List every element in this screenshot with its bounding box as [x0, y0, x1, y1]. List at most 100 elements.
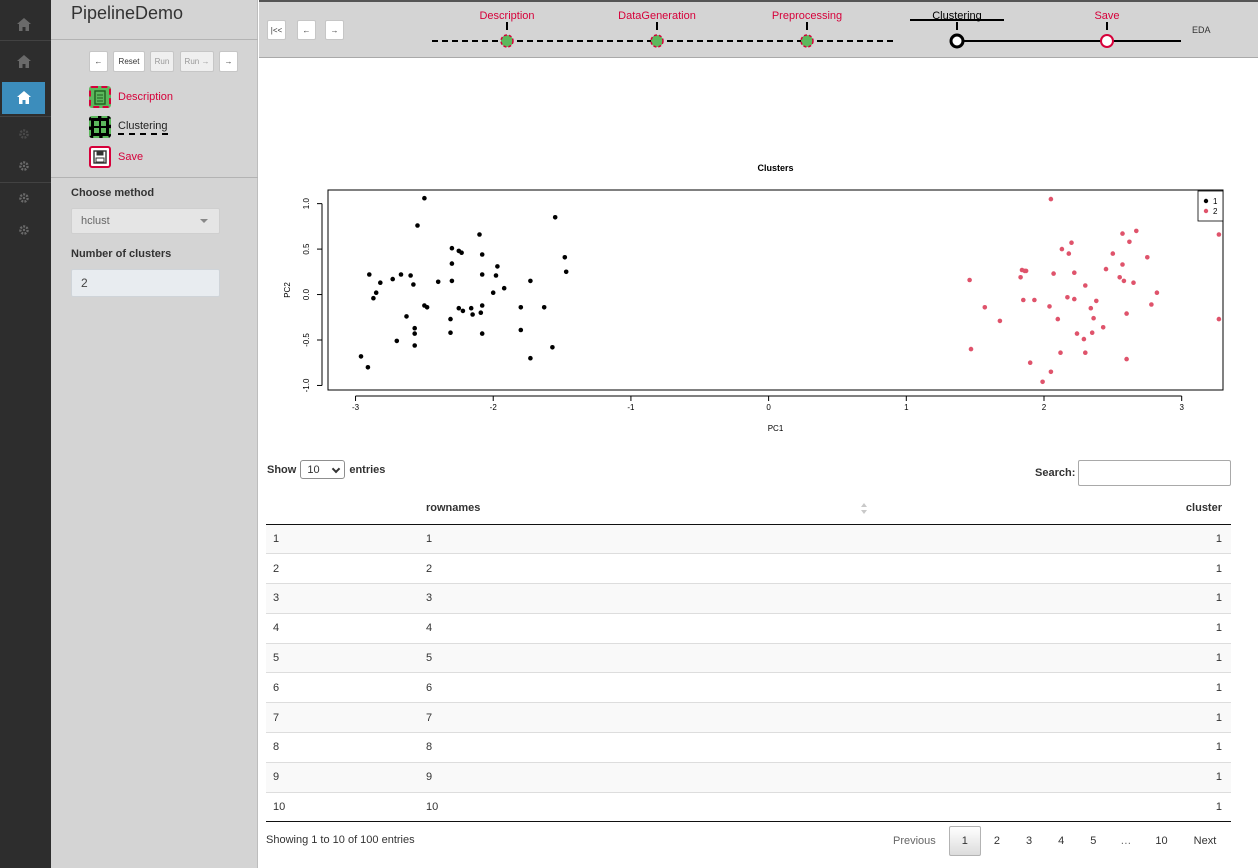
- data-point: [456, 305, 462, 311]
- x-tick-label: -2: [490, 403, 498, 412]
- next-step-button[interactable]: →: [325, 20, 344, 40]
- first-step-button[interactable]: |<<: [267, 20, 286, 40]
- table-row[interactable]: 10 10 1: [266, 791, 1231, 823]
- pipeline-step-datageneration[interactable]: DataGeneration: [618, 10, 696, 48]
- step-forward-button[interactable]: →: [219, 51, 238, 72]
- sidebar: PipelineDemo ← Reset Run Run → → Descrip…: [51, 0, 258, 868]
- data-point: [1216, 316, 1222, 322]
- table-cell: 2: [418, 553, 872, 584]
- pipeline-step-preprocessing[interactable]: Preprocessing: [772, 10, 842, 48]
- table-row[interactable]: 1 1 1: [266, 524, 1231, 554]
- y-tick-label: 0.5: [302, 243, 311, 255]
- y-tick-label: -0.5: [302, 333, 311, 347]
- data-point: [1027, 360, 1033, 365]
- table-cell: 1: [872, 791, 1231, 823]
- x-axis-label: PC1: [768, 424, 784, 433]
- table-header-row: rownames cluster: [266, 493, 1231, 525]
- pagination-page[interactable]: 10: [1155, 835, 1168, 847]
- pagination-page[interactable]: 2: [993, 835, 1001, 847]
- prev-step-button[interactable]: ←: [297, 20, 316, 40]
- data-point: [518, 327, 524, 333]
- sidebar-step-label: Description: [118, 91, 174, 103]
- sidebar-step-description[interactable]: Description: [89, 86, 173, 108]
- y-axis: -1.0 -0.5 0.0 0.5 1.0: [302, 198, 323, 392]
- chart-legend: 12: [1197, 190, 1224, 222]
- pipeline-step-label: Description: [479, 10, 534, 22]
- rail-item[interactable]: [2, 46, 45, 78]
- pagination-page[interactable]: 4: [1058, 835, 1065, 847]
- rail-item[interactable]: [2, 82, 45, 114]
- search-input[interactable]: [1078, 460, 1232, 486]
- sidebar-divider: [51, 177, 258, 178]
- rail-item[interactable]: [2, 182, 45, 214]
- pipeline-step-clustering[interactable]: Clustering: [932, 10, 982, 49]
- reset-button[interactable]: Reset: [113, 51, 145, 72]
- data-point: [1120, 262, 1125, 267]
- pipeline-node: [500, 34, 514, 48]
- column-header-cluster[interactable]: cluster: [872, 493, 1231, 525]
- method-select[interactable]: hclust: [71, 208, 220, 234]
- data-point: [412, 331, 417, 336]
- rail-divider: [0, 182, 51, 183]
- rail-divider: [0, 40, 51, 41]
- data-point: [1083, 283, 1088, 288]
- table-cell: 1: [872, 612, 1231, 644]
- pagination-page[interactable]: 1: [948, 826, 981, 856]
- data-point: [1021, 297, 1026, 303]
- search-label: Search:: [1035, 467, 1076, 479]
- run-next-button[interactable]: Run →: [180, 51, 214, 72]
- nclusters-input[interactable]: 2: [71, 269, 220, 297]
- rail-item[interactable]: [2, 9, 45, 41]
- column-header-rownames[interactable]: rownames: [418, 493, 872, 525]
- data-point: [477, 232, 482, 237]
- table-cell: 4: [266, 612, 418, 644]
- data-point: [390, 276, 395, 282]
- step-back-button[interactable]: ←: [89, 51, 108, 72]
- series-2: [967, 196, 1222, 385]
- legend-label: 2: [1213, 207, 1218, 216]
- column-header-index[interactable]: [266, 493, 418, 525]
- data-point: [1124, 356, 1129, 362]
- table-cell: 1: [872, 761, 1231, 793]
- table-cell: 6: [266, 672, 418, 703]
- data-point: [1110, 251, 1116, 256]
- sidebar-step-label: Clustering: [118, 120, 168, 135]
- data-point: [1103, 266, 1109, 272]
- data-point: [1018, 275, 1023, 280]
- pagination-next[interactable]: Next: [1193, 835, 1217, 847]
- rail-item[interactable]: [2, 118, 45, 150]
- legend-marker: [1203, 198, 1209, 204]
- data-point: [490, 290, 496, 295]
- x-axis: -3 -2 -1 0 1 2 3: [352, 395, 1184, 412]
- data-point: [1069, 240, 1074, 245]
- data-point: [412, 325, 417, 331]
- data-point: [424, 305, 430, 310]
- data-point: [1040, 379, 1045, 385]
- document-icon: [89, 86, 111, 108]
- pagination-page[interactable]: 3: [1026, 835, 1033, 847]
- method-label: Choose method: [71, 187, 155, 199]
- rail-item[interactable]: [2, 150, 45, 182]
- pagination-page[interactable]: 5: [1090, 835, 1097, 847]
- pipeline-step-description[interactable]: Description: [479, 10, 535, 48]
- run-button[interactable]: Run: [150, 51, 174, 72]
- sidebar-step-save[interactable]: Save: [89, 146, 143, 168]
- data-point: [552, 215, 558, 220]
- pipeline-node: [800, 34, 814, 48]
- pipeline-step-save[interactable]: Save: [1094, 10, 1120, 48]
- icon-rail: [0, 0, 51, 868]
- pagination-previous[interactable]: Previous: [893, 835, 936, 847]
- rail-item[interactable]: [2, 214, 45, 246]
- sidebar-step-clustering[interactable]: Clustering: [89, 116, 168, 138]
- table-cell: 1: [872, 553, 1231, 584]
- entries-select[interactable]: 10: [300, 460, 346, 479]
- data-point: [1065, 295, 1070, 300]
